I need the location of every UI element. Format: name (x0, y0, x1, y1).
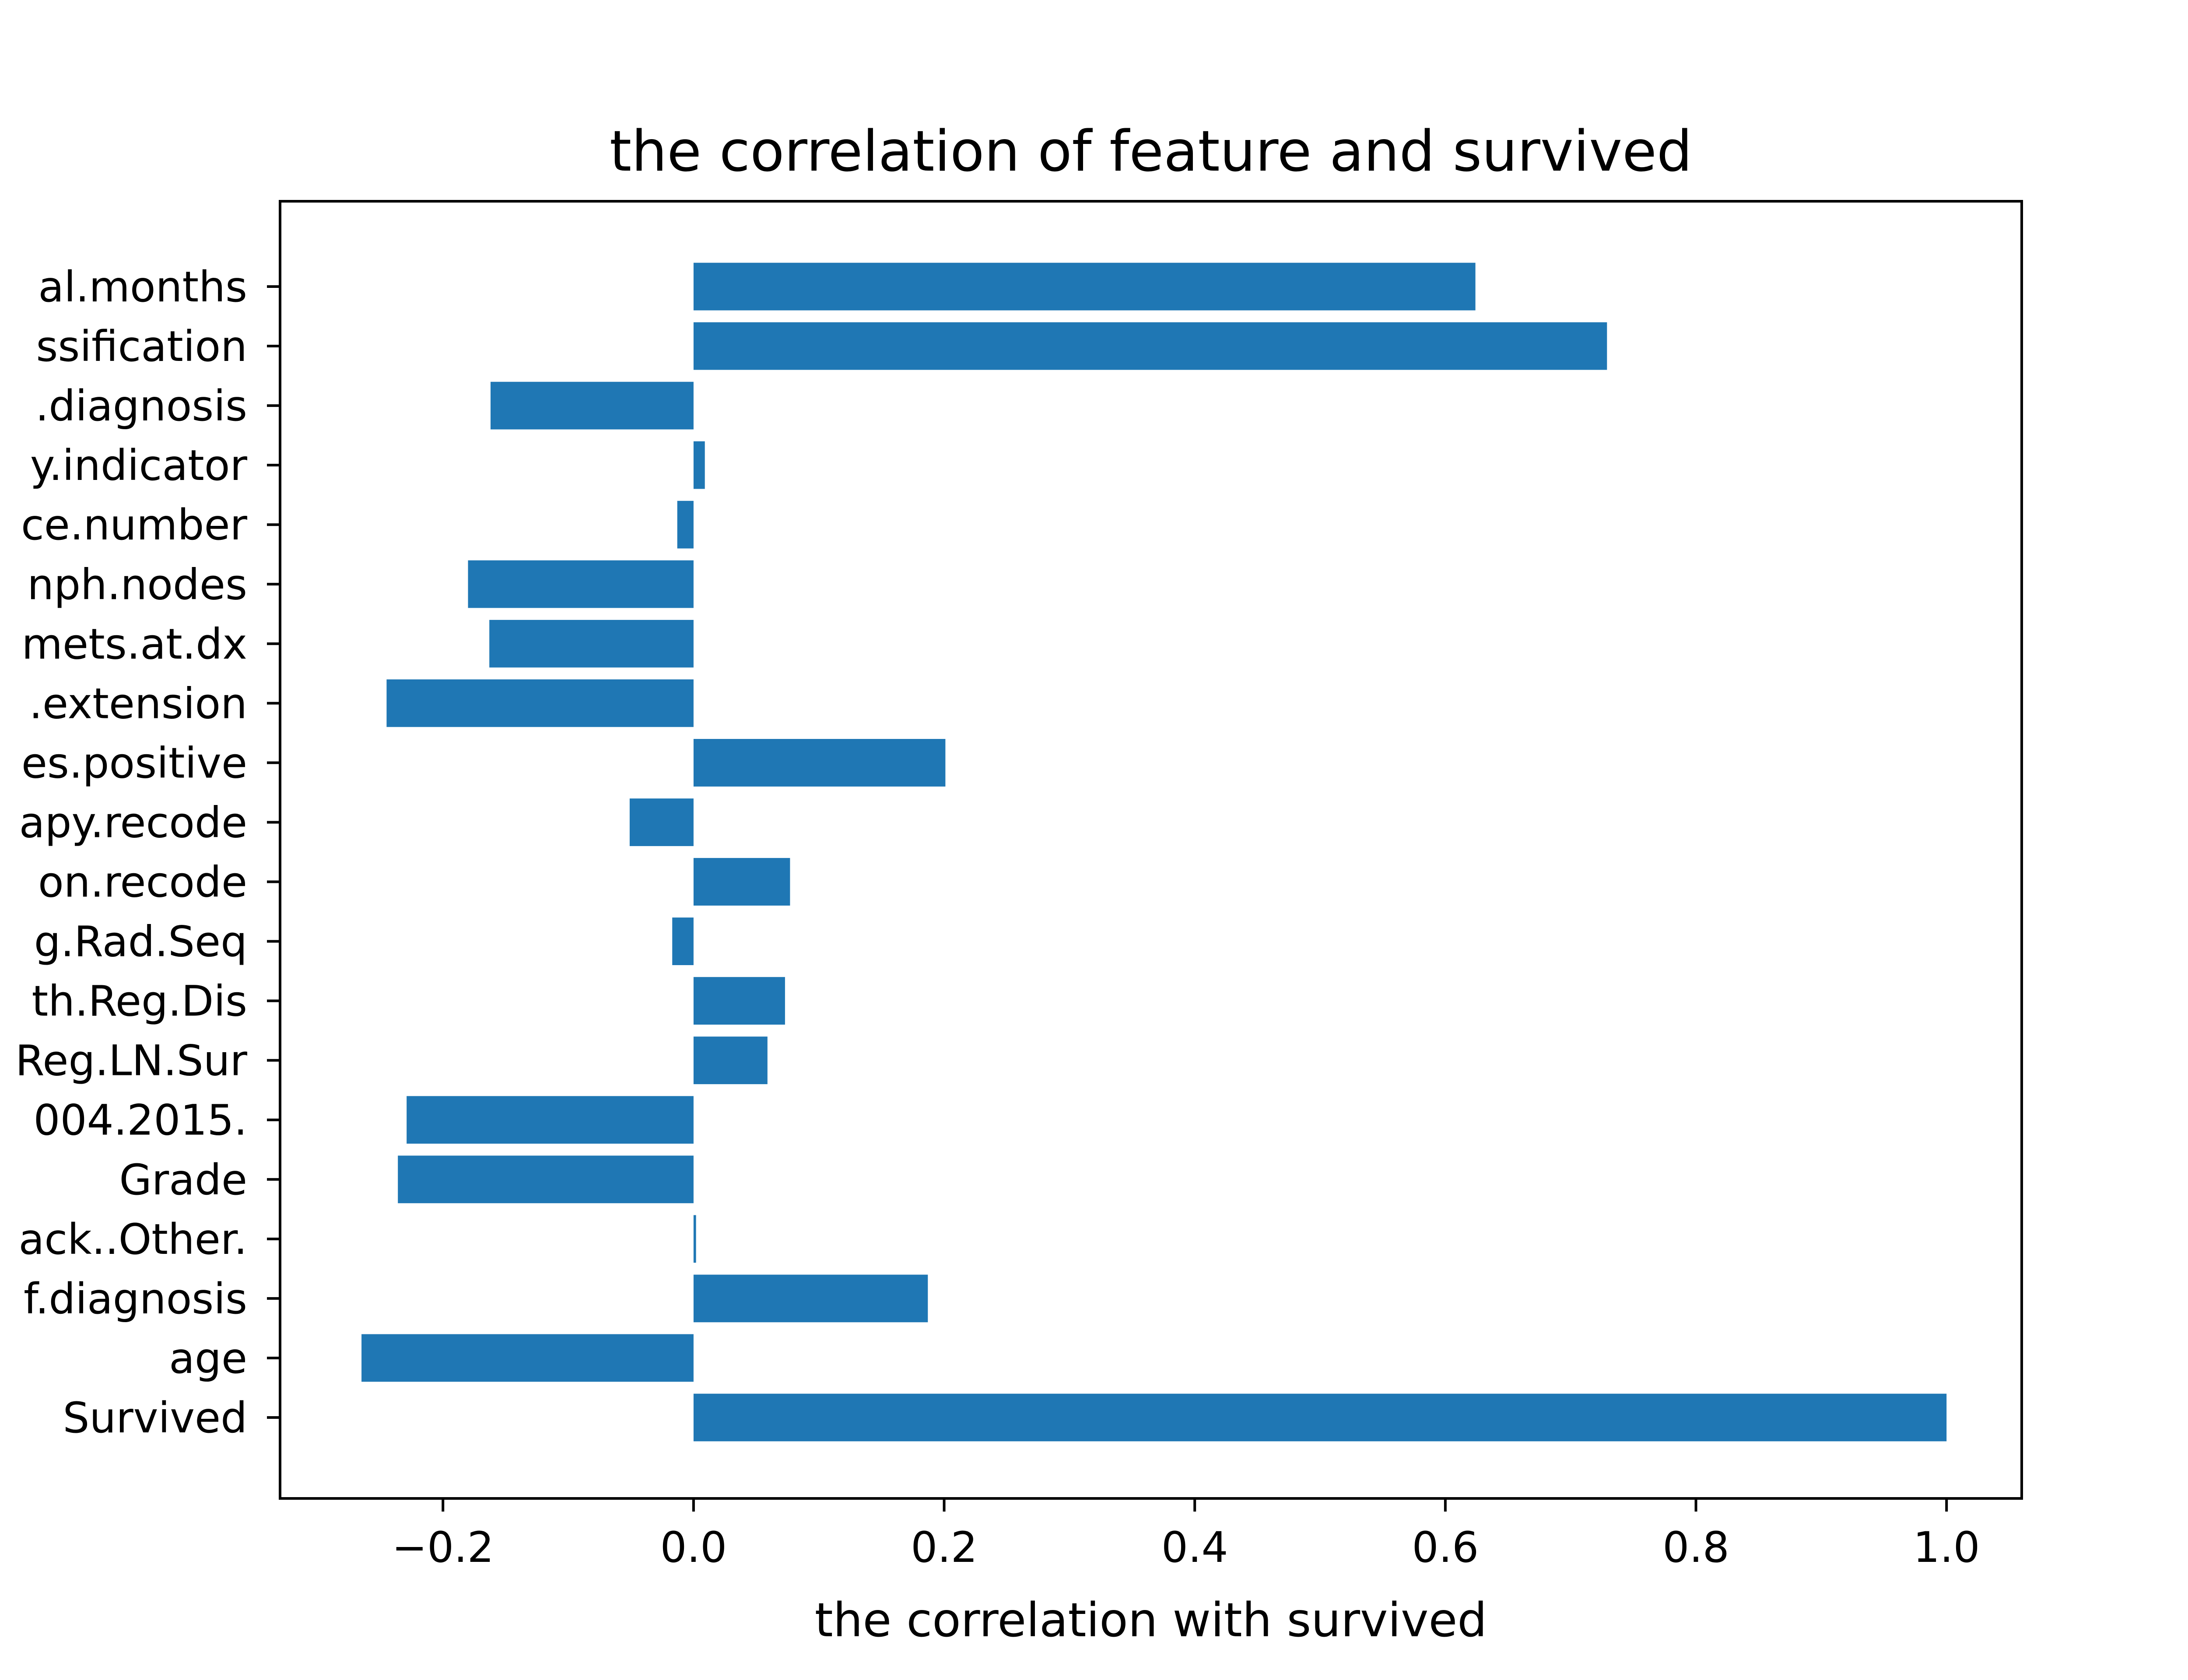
y-tick-label: on.recode (38, 858, 247, 907)
x-axis-label: the correlation with survived (815, 1593, 1487, 1648)
bar (398, 1155, 694, 1204)
bar (693, 858, 790, 906)
y-tick-label: Reg.LN.Sur (15, 1036, 248, 1085)
bar (386, 679, 694, 727)
y-tick-label: ce.number (21, 500, 248, 550)
y-tick-label: .diagnosis (35, 382, 247, 430)
y-tick-label: g.Rad.Seq (34, 917, 247, 966)
y-tick-label: Survived (63, 1393, 247, 1442)
y-tick-label: al.months (38, 262, 247, 312)
y-tick-label: age (169, 1334, 247, 1383)
bars-layer (361, 262, 1947, 1442)
x-tick-label: −0.2 (392, 1523, 494, 1572)
y-tick-label: nph.nodes (27, 560, 247, 609)
chart-title: the correlation of feature and survived (610, 119, 1692, 184)
y-tick-label: f.diagnosis (24, 1274, 247, 1323)
bar (468, 560, 694, 608)
y-tick-label: ssification (36, 322, 247, 371)
y-tick-label: mets.at.dx (22, 620, 247, 668)
bar (693, 1274, 928, 1323)
bar (693, 1036, 768, 1085)
y-tick-label: ack..Other. (18, 1215, 247, 1264)
y-tick-label: th.Reg.Dis (32, 977, 247, 1026)
bar (693, 1393, 1947, 1442)
y-tick-label: apy.recode (19, 798, 247, 847)
y-tick-label: y.indicator (30, 441, 248, 490)
bar (693, 322, 1607, 370)
y-axis: Survived age f.diagnosis ack..Other. Grade 00… (15, 262, 280, 1442)
bar (693, 441, 705, 489)
bar (489, 620, 694, 668)
x-tick-label: 0.4 (1161, 1523, 1228, 1572)
bar (677, 500, 694, 549)
y-tick-label: es.positive (21, 738, 247, 788)
x-tick-label: 0.8 (1662, 1523, 1729, 1572)
bar (693, 977, 785, 1025)
x-tick-label: 1.0 (1913, 1523, 1980, 1572)
y-tick-label: .extension (29, 679, 247, 728)
bar (491, 382, 694, 430)
bar (693, 739, 946, 787)
x-tick-label: 0.2 (911, 1523, 978, 1572)
bar (672, 917, 694, 965)
plot-frame (279, 200, 2023, 1500)
bar (629, 798, 694, 846)
bar (693, 262, 1476, 311)
bar (693, 1215, 696, 1263)
bar (407, 1096, 694, 1144)
y-tick-label: Grade (119, 1155, 247, 1204)
x-axis: −0.2 0.0 0.2 0.4 0.6 0.8 1.0 (392, 1498, 1980, 1572)
y-tick-label: 004.2015. (33, 1096, 247, 1145)
x-tick-label: 0.6 (1412, 1523, 1479, 1572)
x-tick-label: 0.0 (660, 1523, 727, 1572)
bar (361, 1334, 694, 1382)
